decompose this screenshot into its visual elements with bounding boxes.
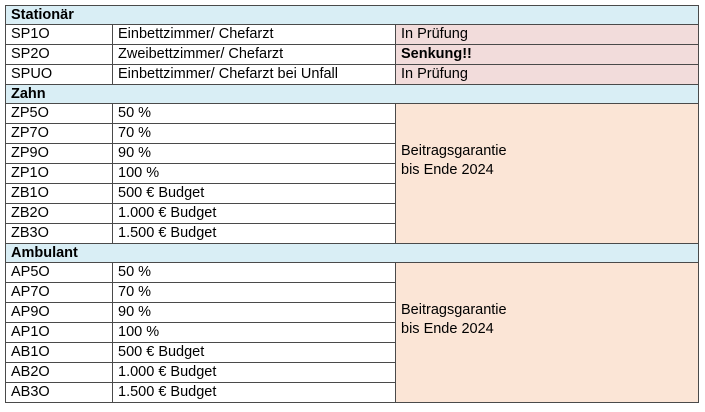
- tariff-description: 1.000 € Budget: [112, 362, 396, 383]
- tariff-description: 50 %: [112, 103, 396, 124]
- tariff-code: AB1O: [5, 342, 113, 363]
- tariff-description: 1.500 € Budget: [112, 223, 396, 244]
- tariff-code: AP9O: [5, 302, 113, 323]
- tariff-description: 500 € Budget: [112, 183, 396, 204]
- table-row: ZB2O 1.000 € Budget: [5, 203, 699, 224]
- tariff-code: AB3O: [5, 382, 113, 403]
- tariff-description: 1.500 € Budget: [112, 382, 396, 403]
- tariff-code: ZB3O: [5, 223, 113, 244]
- tariff-description: Zweibettzimmer/ Chefarzt: [112, 44, 396, 65]
- tariff-code: AP7O: [5, 282, 113, 303]
- tariff-status: Senkung!!: [395, 44, 699, 65]
- table-row: SPUO Einbettzimmer/ Chefarzt bei Unfall …: [5, 64, 699, 85]
- section-title: Ambulant: [5, 243, 699, 263]
- tariff-description: 70 %: [112, 282, 396, 303]
- section-title: Zahn: [5, 84, 699, 104]
- tariff-description: 1.000 € Budget: [112, 203, 396, 224]
- table-row: AB1O 500 € Budget: [5, 342, 699, 363]
- tariff-description: 500 € Budget: [112, 342, 396, 363]
- table-row: SP1O Einbettzimmer/ Chefarzt In Prüfung: [5, 24, 699, 45]
- tariff-code: ZP1O: [5, 163, 113, 184]
- section-header-ambulant: Ambulant: [5, 243, 699, 263]
- tariff-description: 100 %: [112, 322, 396, 343]
- tariff-code: ZP7O: [5, 123, 113, 144]
- table-row: AP1O 100 %: [5, 322, 699, 343]
- tariff-description: 90 %: [112, 302, 396, 323]
- tariff-code: AB2O: [5, 362, 113, 383]
- table-row: AB2O 1.000 € Budget: [5, 362, 699, 383]
- table-row: AP7O 70 %: [5, 282, 699, 303]
- guarantee-line-1: Beitragsgarantie: [401, 302, 507, 318]
- tariff-code: SPUO: [5, 64, 113, 85]
- section-header-stationaer: Stationär: [5, 5, 699, 25]
- table-row: ZP5O 50 % Beitragsgarantie bis Ende 2024: [5, 103, 699, 244]
- tariff-code: ZP5O: [5, 103, 113, 124]
- guarantee-line-2: bis Ende 2024: [401, 321, 494, 337]
- table-row: AP5O 50 % Beitragsgarantie bis Ende 2024: [5, 262, 699, 403]
- guarantee-line-1: Beitragsgarantie: [401, 143, 507, 159]
- tariff-code: AP5O: [5, 262, 113, 283]
- tariff-status: In Prüfung: [395, 24, 699, 45]
- guarantee-line-2: bis Ende 2024: [401, 162, 494, 178]
- table-row: AP9O 90 %: [5, 302, 699, 323]
- table-row: SP2O Zweibettzimmer/ Chefarzt Senkung!!: [5, 44, 699, 65]
- tariff-description: Einbettzimmer/ Chefarzt: [112, 24, 396, 45]
- tariff-code: ZB1O: [5, 183, 113, 204]
- tariff-code: ZB2O: [5, 203, 113, 224]
- section-title: Stationär: [5, 5, 699, 25]
- section-header-zahn: Zahn: [5, 84, 699, 104]
- tariff-description: Einbettzimmer/ Chefarzt bei Unfall: [112, 64, 396, 85]
- tariff-description: 100 %: [112, 163, 396, 184]
- guarantee-note: Beitragsgarantie bis Ende 2024: [395, 262, 699, 403]
- tariff-code: SP2O: [5, 44, 113, 65]
- table-row: AB3O 1.500 € Budget: [5, 382, 699, 403]
- tariff-code: AP1O: [5, 322, 113, 343]
- guarantee-note: Beitragsgarantie bis Ende 2024: [395, 103, 699, 244]
- table-row: ZP1O 100 %: [5, 163, 699, 184]
- tariff-table: Stationär SP1O Einbettzimmer/ Chefarzt I…: [5, 5, 699, 403]
- tariff-description: 70 %: [112, 123, 396, 144]
- tariff-description: 50 %: [112, 262, 396, 283]
- tariff-description: 90 %: [112, 143, 396, 164]
- tariff-code: ZP9O: [5, 143, 113, 164]
- tariff-status: In Prüfung: [395, 64, 699, 85]
- tariff-code: SP1O: [5, 24, 113, 45]
